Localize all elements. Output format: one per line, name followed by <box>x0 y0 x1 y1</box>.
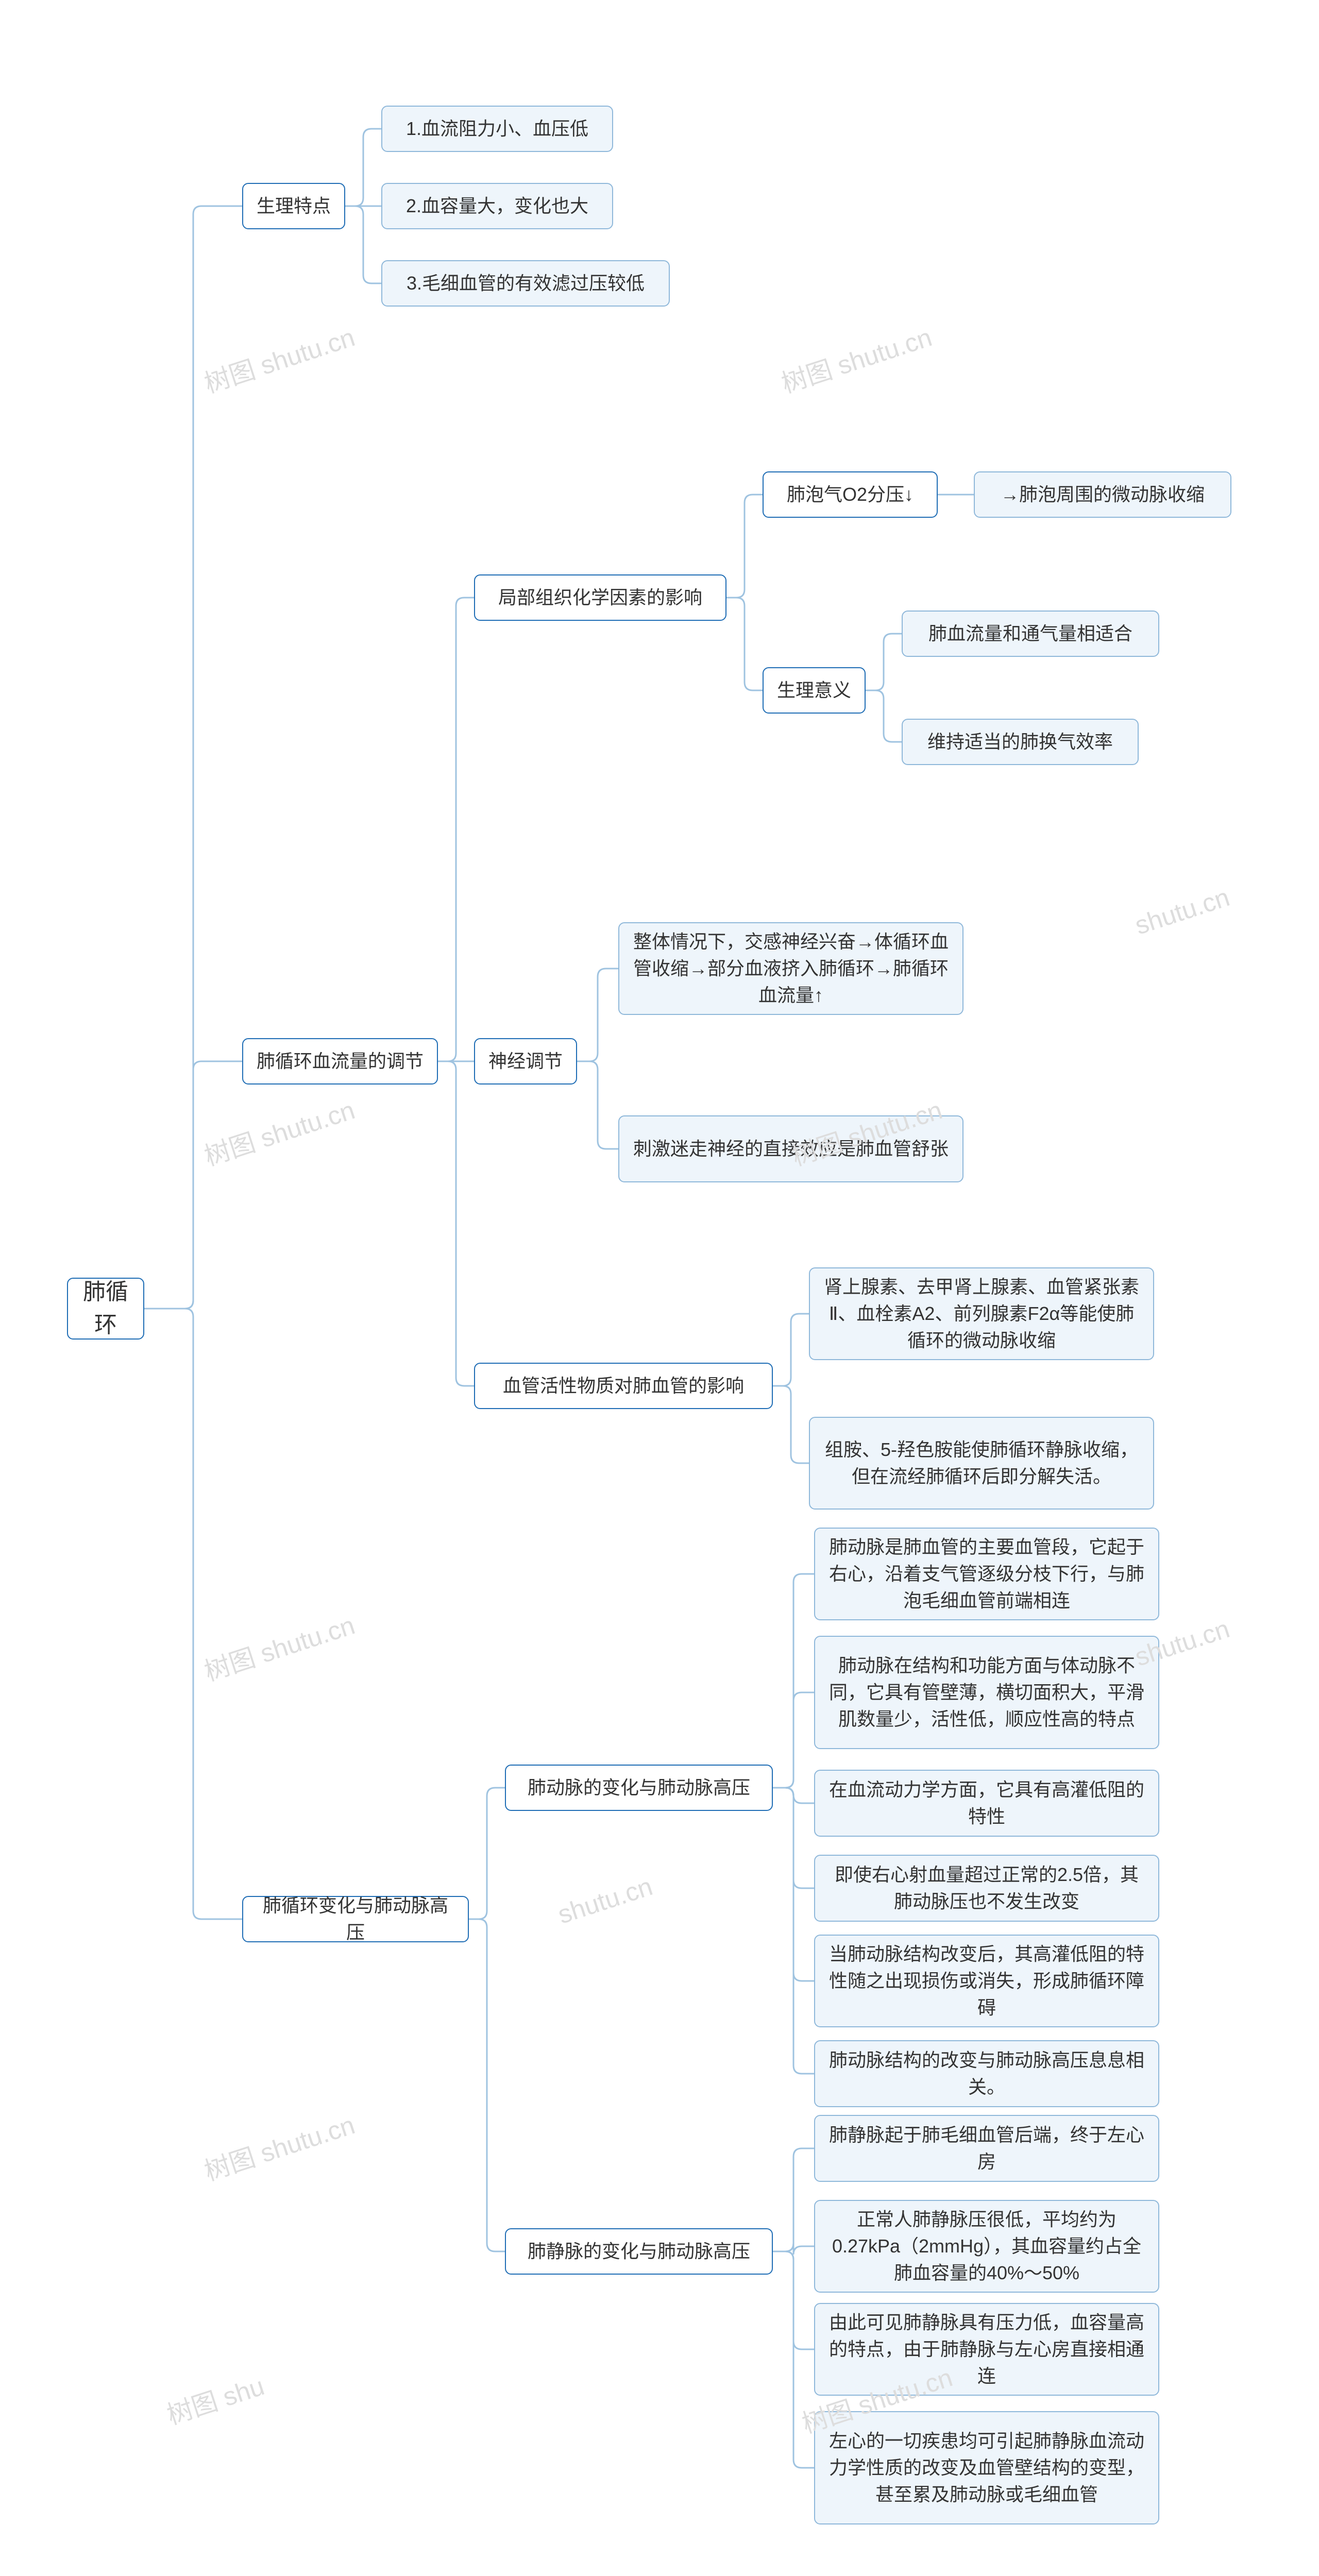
mindmap-node-n3b1[interactable]: 肺静脉起于肺毛细血管后端，终于左心房 <box>814 2115 1159 2182</box>
mindmap-node-n2c2[interactable]: 组胺、5-羟色胺能使肺循环静脉收缩，但在流经肺循环后即分解失活。 <box>809 1417 1154 1510</box>
mindmap-canvas: 肺循环 生理特点 1.血流阻力小、血压低 2.血容量大，变化也大 3.毛细血管的有效滤过… <box>0 0 1319 2576</box>
watermark: shutu.cn <box>554 1871 656 1930</box>
mindmap-node-root[interactable]: 肺循环 <box>67 1278 144 1340</box>
mindmap-node-n3b2[interactable]: 正常人肺静脉压很低，平均约为0.27kPa（2mmHg），其血容量约占全肺血容量… <box>814 2200 1159 2293</box>
mindmap-node-n2a[interactable]: 局部组织化学因素的影响 <box>474 574 726 621</box>
mindmap-node-n2c[interactable]: 血管活性物质对肺血管的影响 <box>474 1363 773 1409</box>
mindmap-node-n3b4[interactable]: 左心的一切疾患均可引起肺静脉血流动力学性质的改变及血管壁结构的变型，甚至累及肺动… <box>814 2411 1159 2524</box>
mindmap-node-n1[interactable]: 生理特点 <box>242 183 345 229</box>
mindmap-node-n2c1[interactable]: 肾上腺素、去甲肾上腺素、血管紧张素Ⅱ、血栓素A2、前列腺素F2α等能使肺循环的微… <box>809 1267 1154 1360</box>
mindmap-node-n3a2[interactable]: 肺动脉在结构和功能方面与体动脉不同，它具有管壁薄，横切面积大，平滑肌数量少，活性… <box>814 1636 1159 1749</box>
mindmap-node-n2a2b[interactable]: 维持适当的肺换气效率 <box>902 719 1139 765</box>
mindmap-node-n3a4[interactable]: 即使右心射血量超过正常的2.5倍，其肺动脉压也不发生改变 <box>814 1855 1159 1922</box>
mindmap-node-n3a1[interactable]: 肺动脉是肺血管的主要血管段，它起于右心，沿着支气管逐级分枝下行，与肺泡毛细血管前… <box>814 1528 1159 1620</box>
watermark: 树图 shu <box>162 2366 268 2432</box>
watermark: shutu.cn <box>1131 882 1233 941</box>
mindmap-node-n1c[interactable]: 3.毛细血管的有效滤过压较低 <box>381 260 670 307</box>
mindmap-node-n2a2[interactable]: 生理意义 <box>763 667 866 714</box>
mindmap-node-n3a3[interactable]: 在血流动力学方面，它具有高灌低阻的特性 <box>814 1770 1159 1837</box>
mindmap-node-n3a[interactable]: 肺动脉的变化与肺动脉高压 <box>505 1765 773 1811</box>
watermark: 树图 shutu.cn <box>199 2105 359 2188</box>
mindmap-node-n2b1[interactable]: 整体情况下，交感神经兴奋→体循环血管收缩→部分血液挤入肺循环→肺循环血流量↑ <box>618 922 963 1015</box>
watermark: 树图 shutu.cn <box>776 317 936 400</box>
mindmap-node-n2a1a[interactable]: →肺泡周围的微动脉收缩 <box>974 471 1231 518</box>
mindmap-node-n3b[interactable]: 肺静脉的变化与肺动脉高压 <box>505 2228 773 2275</box>
mindmap-node-n1a[interactable]: 1.血流阻力小、血压低 <box>381 106 613 152</box>
watermark: 树图 shutu.cn <box>199 1090 359 1173</box>
mindmap-node-n3a6[interactable]: 肺动脉结构的改变与肺动脉高压息息相关。 <box>814 2040 1159 2107</box>
watermark: 树图 shutu.cn <box>199 317 359 400</box>
watermark: 树图 shutu.cn <box>199 1605 359 1688</box>
mindmap-node-n3a5[interactable]: 当肺动脉结构改变后，其高灌低阻的特性随之出现损伤或消失，形成肺循环障碍 <box>814 1935 1159 2027</box>
mindmap-node-n2a2a[interactable]: 肺血流量和通气量相适合 <box>902 611 1159 657</box>
mindmap-node-n2[interactable]: 肺循环血流量的调节 <box>242 1038 438 1084</box>
mindmap-node-n2a1[interactable]: 肺泡气O2分压↓ <box>763 471 938 518</box>
mindmap-node-n1b[interactable]: 2.血容量大，变化也大 <box>381 183 613 229</box>
mindmap-node-n3b3[interactable]: 由此可见肺静脉具有压力低，血容量高的特点，由于肺静脉与左心房直接相通连 <box>814 2303 1159 2396</box>
mindmap-node-n2b2[interactable]: 刺激迷走神经的直接效应是肺血管舒张 <box>618 1115 963 1182</box>
mindmap-node-n2b[interactable]: 神经调节 <box>474 1038 577 1084</box>
mindmap-node-n3[interactable]: 肺循环变化与肺动脉高压 <box>242 1896 469 1942</box>
